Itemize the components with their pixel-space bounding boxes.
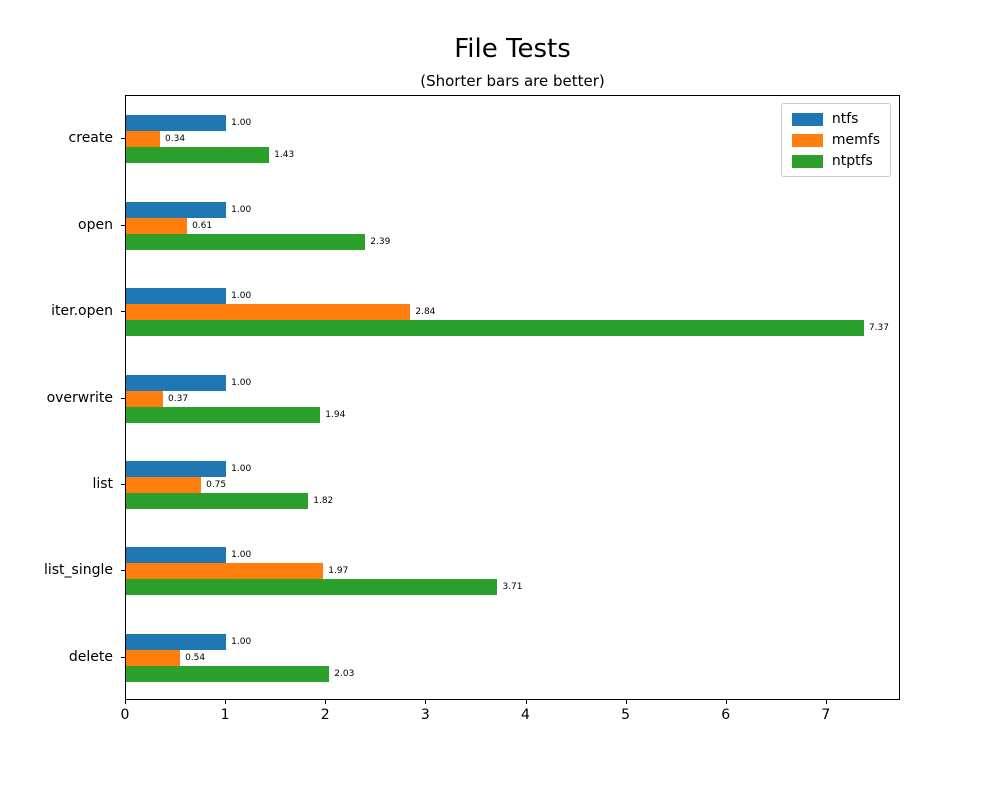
bar-value-label: 0.61	[192, 220, 213, 231]
bar-value-label: 2.84	[415, 307, 436, 318]
y-axis-category-label: delete	[68, 648, 113, 665]
x-axis-tick-label: 5	[621, 707, 631, 723]
bar-memfs	[126, 390, 164, 407]
x-axis-tick	[225, 700, 227, 704]
bar-value-label: 1.43	[274, 150, 295, 161]
legend-item-ntfs: ntfs	[791, 111, 880, 127]
bar-ntptfs	[126, 406, 321, 423]
x-axis-tick	[525, 700, 527, 704]
legend-item-memfs: memfs	[791, 132, 880, 148]
chart-title: File Tests	[454, 34, 571, 64]
x-axis-tick-label: 4	[521, 707, 530, 723]
bar-memfs	[126, 476, 202, 493]
x-axis-tick	[625, 700, 627, 704]
bar-value-label: 0.37	[168, 393, 189, 404]
legend-label-memfs: memfs	[831, 132, 880, 148]
bar-ntptfs	[126, 665, 330, 682]
bar-value-label: 3.71	[502, 582, 523, 593]
legend-item-ntptfs: ntptfs	[791, 153, 880, 169]
y-axis-tick	[121, 570, 125, 572]
bar-memfs	[126, 649, 181, 666]
bar-value-label: 2.39	[370, 236, 391, 247]
x-axis-tick	[725, 700, 727, 704]
bar-value-label: 1.82	[313, 495, 334, 506]
legend-swatch-memfs-icon	[791, 133, 823, 147]
x-axis-tick	[825, 700, 827, 704]
bar-memfs	[126, 304, 411, 321]
legend-label-ntptfs: ntptfs	[831, 153, 873, 169]
bar-value-label: 1.94	[325, 409, 346, 420]
bar-value-label: 7.37	[868, 323, 889, 334]
y-axis-category-label: overwrite	[46, 389, 113, 406]
x-axis-tick-label: 2	[320, 707, 330, 723]
y-axis-category-label: list	[92, 475, 113, 492]
bar-value-label: 2.03	[334, 668, 355, 679]
bar-ntfs	[126, 115, 227, 132]
bar-value-label: 0.75	[206, 479, 227, 490]
x-axis-tick-label: 3	[420, 707, 430, 723]
bar-ntfs	[126, 201, 227, 218]
bar-ntptfs	[126, 147, 270, 164]
bar-ntfs	[126, 288, 227, 305]
y-axis-category-label: iter.open	[51, 303, 113, 320]
y-axis-category-label: list_single	[43, 562, 113, 579]
legend-swatch-ntfs-icon	[791, 112, 823, 126]
legend: ntfs memfs ntptfs	[780, 103, 891, 177]
x-axis-tick	[425, 700, 427, 704]
legend-swatch-ntptfs-icon	[791, 154, 823, 168]
bar-value-label: 1.00	[231, 291, 252, 302]
bar-memfs	[126, 563, 324, 580]
bar-value-label: 1.00	[231, 463, 252, 474]
y-axis-category-label: open	[78, 216, 113, 233]
bar-ntfs	[126, 460, 227, 477]
bar-value-label: 0.34	[165, 134, 186, 145]
bar-ntfs	[126, 633, 227, 650]
bar-value-label: 0.54	[185, 652, 206, 663]
plot-area: ntfs memfs ntptfs 1.00 0.34 1.43 1.00 0.61 2.39…	[125, 95, 900, 700]
bar-value-label: 1.97	[328, 566, 349, 577]
y-axis-tick	[121, 397, 125, 399]
x-axis-tick	[325, 700, 327, 704]
bar-ntfs	[126, 547, 227, 564]
bar-value-label: 1.00	[231, 118, 252, 129]
x-axis-tick-label: 7	[821, 707, 831, 723]
x-axis-tick-label: 1	[220, 707, 230, 723]
y-axis-tick	[121, 311, 125, 313]
chart-subtitle: (Shorter bars are better)	[420, 72, 605, 90]
bar-memfs	[126, 217, 188, 234]
bar-ntptfs	[126, 233, 366, 250]
bar-value-label: 1.00	[231, 636, 252, 647]
y-axis-tick	[121, 483, 125, 485]
bar-ntptfs	[126, 579, 498, 596]
y-axis-tick	[121, 224, 125, 226]
x-axis-tick-label: 0	[120, 707, 130, 723]
y-axis-tick	[121, 138, 125, 140]
legend-label-ntfs: ntfs	[831, 111, 859, 127]
bar-value-label: 1.00	[231, 550, 252, 561]
x-axis-tick-label: 6	[721, 707, 731, 723]
bar-ntptfs	[126, 492, 309, 509]
y-axis-category-label: create	[68, 130, 113, 147]
bar-value-label: 1.00	[231, 204, 252, 215]
bar-ntptfs	[126, 320, 864, 337]
x-axis-tick	[125, 700, 126, 704]
bar-memfs	[126, 131, 161, 148]
bar-value-label: 1.00	[231, 377, 252, 388]
bar-ntfs	[126, 374, 227, 391]
y-axis-tick	[121, 656, 125, 658]
